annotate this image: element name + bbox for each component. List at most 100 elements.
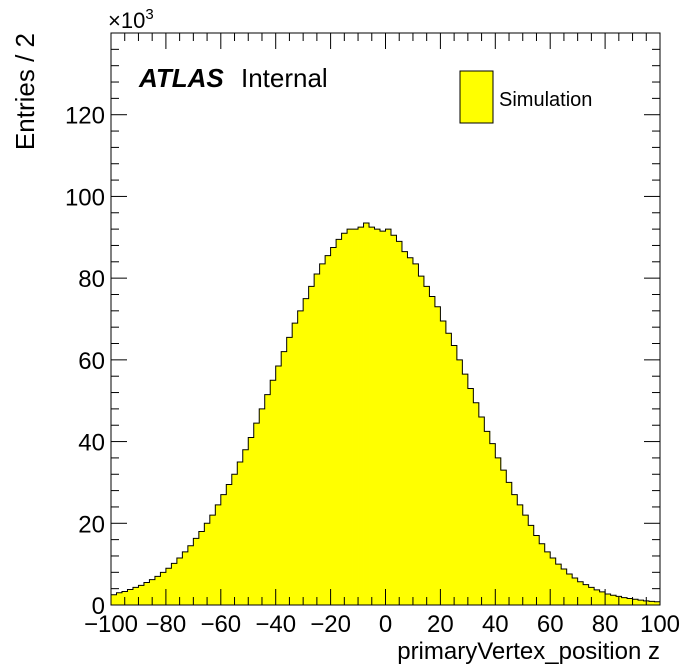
histogram-bin [467,388,474,605]
x-tick-label: 40 [482,611,509,638]
histogram-bin [396,241,403,605]
histogram-bin [248,437,255,605]
histogram-bin [511,494,518,605]
histogram-bin [363,222,370,605]
x-tick-label: −20 [310,611,351,638]
legend: Simulation [459,70,592,124]
histogram-bin [330,247,337,605]
histogram-bin [478,417,485,605]
histogram-bin [445,333,452,605]
histogram-bin [314,274,321,605]
x-tick-label: 100 [640,611,680,638]
histogram-bin [583,584,590,605]
histogram-bin [528,525,535,605]
y-multiplier-exponent: 3 [145,6,153,23]
histogram-bin [484,431,491,605]
histogram-bin [566,573,573,605]
histogram-bin [308,286,315,605]
histogram-bin [165,568,172,605]
histogram-bin [572,578,579,605]
histogram-bin [182,551,189,605]
histogram-bin [423,286,430,605]
histogram-bin [204,523,211,605]
histogram-bin [209,515,216,605]
x-tick-label: 60 [537,611,564,638]
y-tick-label: 0 [92,593,105,620]
histogram-bin [451,345,458,605]
histogram-bin [456,359,463,605]
histogram-bin [347,229,353,605]
histogram-bin [149,579,156,605]
legend-label-simulation: Simulation [499,89,592,111]
histogram-bin [385,229,392,605]
y-tick-label: 120 [65,103,105,130]
histogram-bin [286,337,293,605]
histogram-bin [297,310,304,605]
histogram-bin [341,233,348,605]
histogram-bin [462,374,469,605]
histogram-bin [522,515,529,605]
histogram-bin [176,558,183,605]
histogram-bin [434,306,441,605]
histogram-bin [325,255,331,605]
histogram-bin [319,263,326,605]
histogram-bin [138,585,145,605]
histogram-bin [154,576,161,605]
histogram-bin [473,402,480,605]
y-axis-label: Entries / 2 [10,33,40,150]
histogram-bin [143,582,150,605]
axis-tick-labels: −100 −80 −60 −40 −20 0 20 40 60 80 100 0 20 40 60 80 100… [65,103,680,638]
histogram-bin [627,598,633,605]
histogram-bin [550,558,557,605]
histogram-bin [412,263,419,605]
histogram-bin [231,474,238,605]
histogram-bin [187,545,194,605]
histogram-bin [429,296,436,605]
histogram-bin [577,581,584,605]
histogram-bin [517,504,524,605]
x-tick-label: −40 [255,611,296,638]
histogram-bin [132,587,139,605]
histogram-bin [336,239,342,606]
histogram-bin [253,423,260,605]
histogram-bin [610,595,617,605]
x-tick-label: −80 [146,611,187,638]
histogram-bin [193,538,200,605]
histogram-bin [292,323,299,605]
x-tick-label: 0 [379,611,392,638]
atlas-label: ATLAS Internal [138,63,328,93]
histogram-bin [390,235,397,605]
histogram-bin [506,482,513,605]
histogram-bin [654,601,661,605]
histogram-bin [401,251,408,606]
histogram-bin [407,257,414,605]
histogram-bin [544,551,551,605]
histogram-bin [198,531,205,605]
histogram-bin [555,564,562,605]
histogram-bin [605,593,611,605]
histogram-bin [116,592,123,605]
x-tick-label: −60 [200,611,241,638]
x-tick-label: 20 [427,611,454,638]
histogram-bin [594,589,601,605]
x-tick-label: −100 [84,611,138,638]
y-tick-label: 40 [78,430,105,457]
histogram-bin [588,587,595,605]
histogram-bin [418,276,425,605]
histogram-bin [237,462,244,605]
histogram-bin [303,298,310,605]
histogram-bin [533,535,540,605]
histogram-bin [489,443,496,605]
histogram-bin [621,597,628,605]
histogram-bin [215,504,222,605]
plot-frame [110,32,661,606]
histogram-bin [111,594,117,605]
y-multiplier-label: ×103 [108,6,154,33]
histogram-bin [275,365,282,605]
histogram-bin [374,229,381,605]
histogram-outline [110,222,661,605]
y-tick-label: 60 [78,348,105,375]
axis-ticks [110,32,661,606]
histogram-bin [539,543,546,605]
